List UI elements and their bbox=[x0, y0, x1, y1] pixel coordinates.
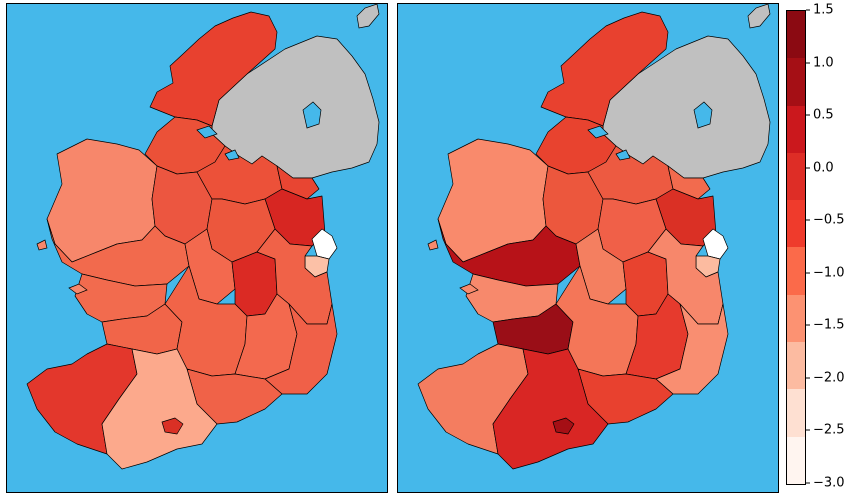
tick-label: 0.5 bbox=[813, 107, 834, 123]
tick-label: −0.5 bbox=[813, 212, 845, 228]
lough-2 bbox=[224, 149, 240, 161]
colorbar-segment bbox=[787, 200, 805, 248]
tick-label: −1.5 bbox=[813, 317, 845, 333]
colorbar-segment bbox=[787, 247, 805, 295]
map-panel-left bbox=[6, 3, 388, 493]
island-0 bbox=[427, 239, 439, 251]
scotland-land bbox=[356, 4, 380, 29]
colorbar-tick: −3.0 bbox=[806, 476, 845, 491]
tick-label: 0.0 bbox=[813, 160, 834, 176]
tick-mark bbox=[806, 114, 810, 116]
tick-mark bbox=[806, 429, 810, 431]
colorbar-segment bbox=[787, 342, 805, 390]
region-cork bbox=[492, 348, 609, 470]
colorbar-segment bbox=[787, 389, 805, 437]
colorbar-tick: −1.0 bbox=[806, 265, 845, 280]
tick-mark bbox=[806, 9, 810, 11]
tick-mark bbox=[806, 482, 810, 484]
ireland-map-left bbox=[26, 4, 380, 470]
colorbar bbox=[786, 10, 806, 485]
colorbar-ticks: 1.5 1.0 0.5 0.0 −0.5 −1.0 −1.5 −2.0 −2.5 −3.0 bbox=[806, 3, 850, 491]
colorbar-tick: 1.5 bbox=[806, 3, 834, 18]
region-cork bbox=[101, 348, 218, 470]
colorbar-tick: −2.0 bbox=[806, 370, 845, 385]
colorbar-segment bbox=[787, 436, 805, 484]
tick-label: −2.0 bbox=[813, 370, 845, 386]
region-cork-city bbox=[552, 417, 575, 435]
region-cork-city bbox=[161, 417, 184, 435]
lough-1 bbox=[587, 125, 609, 139]
colorbar-segment bbox=[787, 152, 805, 201]
colorbar-segment bbox=[787, 294, 805, 343]
colorbar-segment bbox=[787, 58, 805, 106]
island-1 bbox=[459, 283, 479, 295]
tick-label: −2.5 bbox=[813, 422, 845, 438]
tick-label: 1.0 bbox=[813, 55, 834, 71]
colorbar-tick: −1.5 bbox=[806, 318, 845, 333]
region-wexford bbox=[264, 303, 338, 395]
colorbar-segment bbox=[787, 105, 805, 153]
region-wexford bbox=[655, 303, 729, 395]
island-0 bbox=[36, 239, 48, 251]
lough-2 bbox=[615, 149, 631, 161]
tick-mark bbox=[806, 62, 810, 64]
map-panel-right bbox=[397, 3, 779, 493]
tick-label: −3.0 bbox=[813, 475, 845, 491]
tick-mark bbox=[806, 272, 810, 274]
tick-mark bbox=[806, 377, 810, 379]
lough-0 bbox=[693, 101, 713, 129]
tick-label: −1.0 bbox=[813, 265, 845, 281]
colorbar-segment bbox=[787, 11, 805, 59]
colorbar-tick: −2.5 bbox=[806, 423, 845, 438]
colorbar-tick: 0.5 bbox=[806, 108, 834, 123]
island-1 bbox=[68, 283, 88, 295]
colorbar-tick: 1.0 bbox=[806, 55, 834, 70]
lough-1 bbox=[196, 125, 218, 139]
ireland-map-right bbox=[417, 4, 771, 470]
tick-label: 1.5 bbox=[813, 2, 834, 18]
colorbar-tick: −0.5 bbox=[806, 213, 845, 228]
colorbar-tick: 0.0 bbox=[806, 160, 834, 175]
tick-mark bbox=[806, 167, 810, 169]
lough-0 bbox=[302, 101, 322, 129]
scotland-land bbox=[747, 4, 771, 29]
tick-mark bbox=[806, 219, 810, 221]
tick-mark bbox=[806, 324, 810, 326]
